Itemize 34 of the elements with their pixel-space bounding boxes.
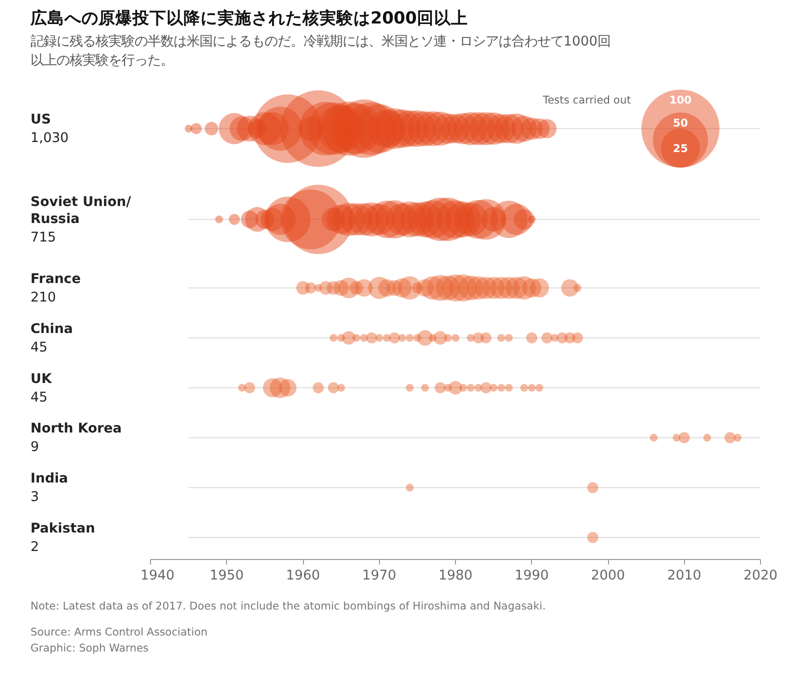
chart-subtitle: 記録に残る核実験の半数は米国によるものだ。冷戦期には、米国とソ連・ロシアは合わせて1000回以上の核実験を行った。 — [30, 34, 610, 68]
x-tick-label: 2010 — [667, 568, 702, 584]
x-tick-label: 1960 — [286, 568, 320, 584]
y-tick-label: Soviet Union/ Russia — [30, 194, 132, 227]
chart-title: 広島への原爆投下以降に実施された核実験は2000回以上 — [30, 8, 468, 28]
text: Graphic: Soph Warnes — [30, 642, 150, 654]
x-tick-label: 1950 — [210, 568, 244, 584]
y-tick-label: UK — [30, 372, 52, 387]
source-note: Source: Arms Control Association — [30, 626, 208, 638]
text: 45 — [30, 390, 48, 406]
text: 9 — [30, 440, 39, 456]
text: Note: Latest data as of 2017. Does not include the atomic bombings of Hiroshima and Nagasaki. — [30, 600, 546, 612]
text: 715 — [30, 230, 56, 246]
text: 210 — [30, 290, 56, 306]
x-tick-label: 1990 — [514, 568, 549, 584]
x-tick-label: 2000 — [591, 568, 625, 584]
y-tick-label: North Korea — [30, 422, 122, 437]
text: 45 — [30, 340, 48, 356]
y-tick-label: India — [30, 472, 68, 487]
legend-title: Tests carried out — [542, 94, 631, 107]
x-tick-label: 1980 — [438, 568, 472, 584]
y-tick-label: China — [30, 322, 73, 337]
y-tick-label: France — [30, 272, 81, 287]
text: 3 — [30, 490, 39, 506]
legend-label: 50 — [673, 116, 688, 130]
text: 1,030 — [30, 131, 69, 146]
legend-label: 100 — [669, 94, 692, 107]
y-tick-label: Pakistan — [30, 522, 96, 537]
x-tick-label: 1940 — [140, 568, 174, 584]
x-tick-label: 1970 — [362, 568, 396, 584]
legend-label: 25 — [673, 142, 688, 156]
x-tick-label: 2020 — [744, 568, 778, 584]
text: 2 — [30, 540, 39, 556]
y-tick-label: US — [30, 112, 51, 128]
